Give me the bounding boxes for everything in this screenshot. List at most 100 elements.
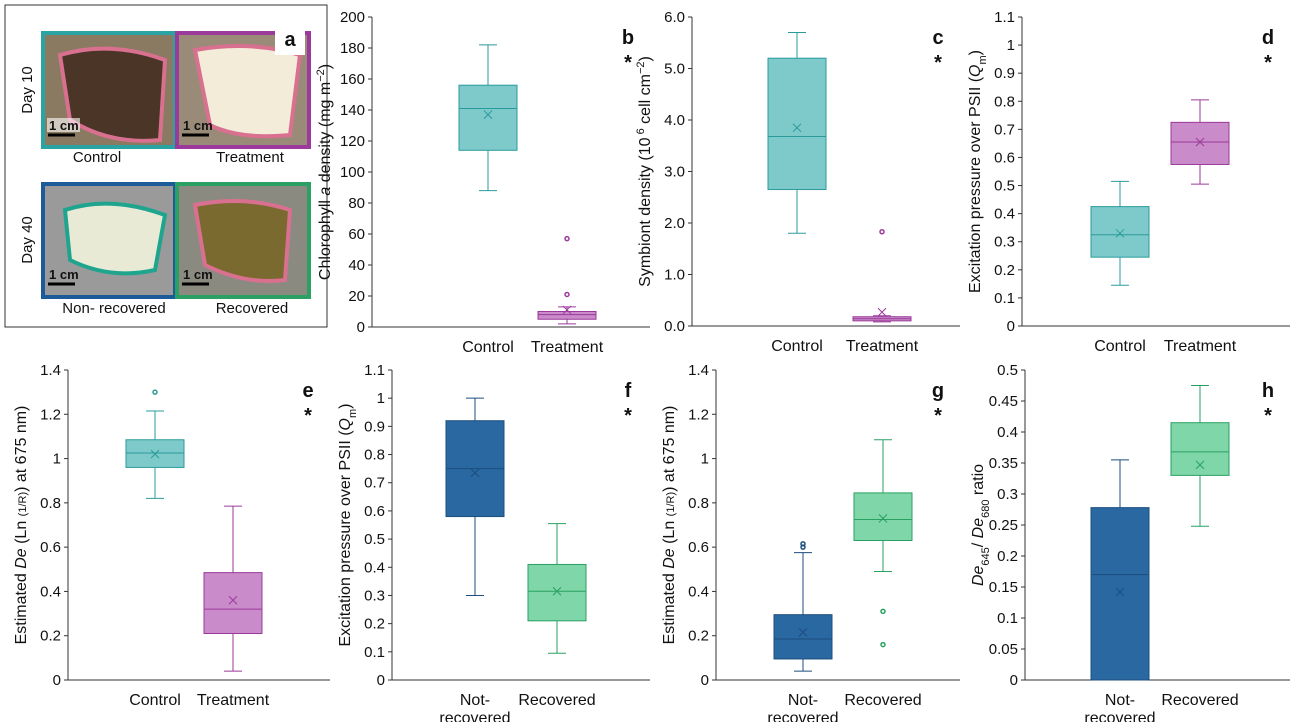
y-axis-label: Estimated De (Ln (1/R)) at 675 nm) — [13, 406, 30, 645]
box — [1170, 422, 1230, 476]
y-tick-label: 0.1 — [997, 610, 1018, 627]
panel-letter: h — [1262, 380, 1274, 402]
box — [767, 57, 827, 191]
outlier — [879, 229, 885, 235]
mean-marker — [552, 586, 562, 596]
coral — [192, 44, 303, 139]
y-tick-label: 0.05 — [989, 641, 1018, 658]
panel-box: 0 20 40 60 80 100 120 140 160 180 200 Chlorophyll a… — [315, 9, 650, 356]
y-label-part: a — [317, 187, 334, 196]
y-label-part: ) — [337, 403, 354, 408]
x-tick-label: Recovered — [1161, 692, 1238, 709]
x-tick-label: Control — [771, 338, 823, 355]
box — [853, 492, 913, 541]
y-axis-label: Symbiont density (10 6 cell cm−2) — [635, 56, 654, 287]
y-label-part: Excitation pressure over PSII ( — [337, 430, 354, 647]
significance: * — [934, 52, 942, 74]
y-tick-label: 0.3 — [994, 234, 1015, 251]
day-label: Day 40 — [19, 216, 36, 264]
outlier — [880, 641, 886, 648]
box — [125, 439, 185, 468]
scale-label: 1 cm — [49, 118, 79, 133]
y-label-part: m — [347, 409, 359, 418]
y-tick-label: 0.8 — [994, 93, 1015, 110]
x-tick-label: Not-recovered — [1084, 692, 1155, 722]
y-tick-label: 0.7 — [994, 121, 1015, 138]
y-label-part: −2 — [635, 61, 647, 74]
y-tick-label: 1.2 — [40, 406, 61, 423]
y-label-part: Estimated — [661, 569, 678, 645]
y-label-part: / — [970, 538, 987, 547]
y-label-part: density (mg m — [317, 82, 334, 187]
significance: * — [934, 405, 942, 427]
panel-letter: a — [284, 29, 296, 51]
mean-marker — [798, 628, 808, 637]
y-tick-label: 0.5 — [997, 362, 1018, 379]
y-tick-label: 0.7 — [364, 475, 385, 492]
x-tick-label: Treatment — [846, 338, 919, 355]
y-tick-label: 0.5 — [364, 531, 385, 548]
y-label-part: (Ln — [13, 516, 30, 548]
y-tick-label: 0.6 — [364, 503, 385, 520]
y-label-part: 645 — [980, 547, 992, 565]
mean-marker — [1195, 137, 1205, 147]
y-tick-label: 1.4 — [688, 362, 709, 379]
y-axis-label: De645/ De680 ratio — [970, 464, 992, 586]
y-tick-label: 100 — [340, 164, 365, 181]
y-label-part: (1/R) — [17, 492, 29, 516]
y-label-part: Estimated — [13, 569, 30, 645]
panel-letter: b — [622, 27, 634, 49]
y-tick-label: 0.9 — [994, 65, 1015, 82]
y-tick-label: 0 — [53, 672, 61, 689]
y-label-part: (Ln — [661, 516, 678, 548]
x-tick-label: Recovered — [518, 692, 595, 709]
y-tick-label: 0.2 — [994, 262, 1015, 279]
y-tick-label: 0.8 — [364, 447, 385, 464]
y-tick-label: 0.8 — [40, 495, 61, 512]
y-label-part: De — [661, 548, 678, 569]
y-label-part: m — [977, 55, 989, 64]
y-label-part: −2 — [315, 69, 327, 82]
y-tick-label: 0.3 — [997, 486, 1018, 503]
y-tick-label: 0.45 — [989, 393, 1018, 410]
panel-a: a Day 10 Day 40 1 cm 1 cm 1 cm 1 cm Cont… — [4, 4, 328, 328]
y-tick-label: 40 — [348, 257, 365, 274]
caption: Treatment — [216, 149, 285, 166]
y-tick-label: 200 — [340, 9, 365, 26]
y-label-part: (1/R) — [665, 492, 677, 516]
x-tick-label: Control — [129, 692, 181, 709]
panel-box: 0 0.1 0.2 0.3 0.4 0.5 0.6 0.7 0.8 0.9 1 1.1 Excitati… — [337, 362, 650, 722]
y-tick-label: 0.9 — [364, 418, 385, 435]
x-tick-label: Not-recovered — [767, 692, 838, 722]
y-tick-label: 140 — [340, 102, 365, 119]
y-tick-label: 0.4 — [688, 583, 709, 600]
box — [1090, 206, 1150, 258]
y-label-part: ) — [637, 56, 654, 61]
y-tick-label: 0.35 — [989, 455, 1018, 472]
y-tick-label: 1.1 — [994, 9, 1015, 26]
y-label-part: ) at 675 nm) — [661, 406, 678, 492]
mean-marker — [483, 110, 493, 120]
x-tick-label: Treatment — [531, 339, 604, 356]
box — [537, 311, 597, 320]
x-tick-label: Not-recovered — [439, 692, 510, 722]
mean-marker — [792, 123, 802, 133]
y-label-part: De — [970, 518, 987, 539]
y-label-part: De — [13, 548, 30, 569]
y-tick-label: 1.1 — [364, 362, 385, 379]
y-tick-label: 0 — [1007, 318, 1015, 335]
panel-box: 0.0 1.0 2.0 3.0 4.0 5.0 6.0 Symbiont density (1… — [635, 9, 960, 355]
coral — [57, 46, 168, 143]
x-tick-label: Treatment — [1164, 338, 1237, 355]
y-tick-label: 0.4 — [40, 583, 61, 600]
y-tick-label: 0.6 — [688, 539, 709, 556]
y-label-part: Symbiont density (10 — [637, 137, 654, 287]
outlier — [152, 389, 158, 395]
y-tick-label: 0.4 — [364, 559, 385, 576]
scale-bars: 1 cm 1 cm 1 cm 1 cm — [47, 118, 213, 286]
y-tick-label: 120 — [340, 133, 365, 150]
y-tick-label: 0 — [1010, 672, 1018, 689]
mean-marker — [1115, 228, 1125, 238]
significance: * — [624, 52, 632, 74]
